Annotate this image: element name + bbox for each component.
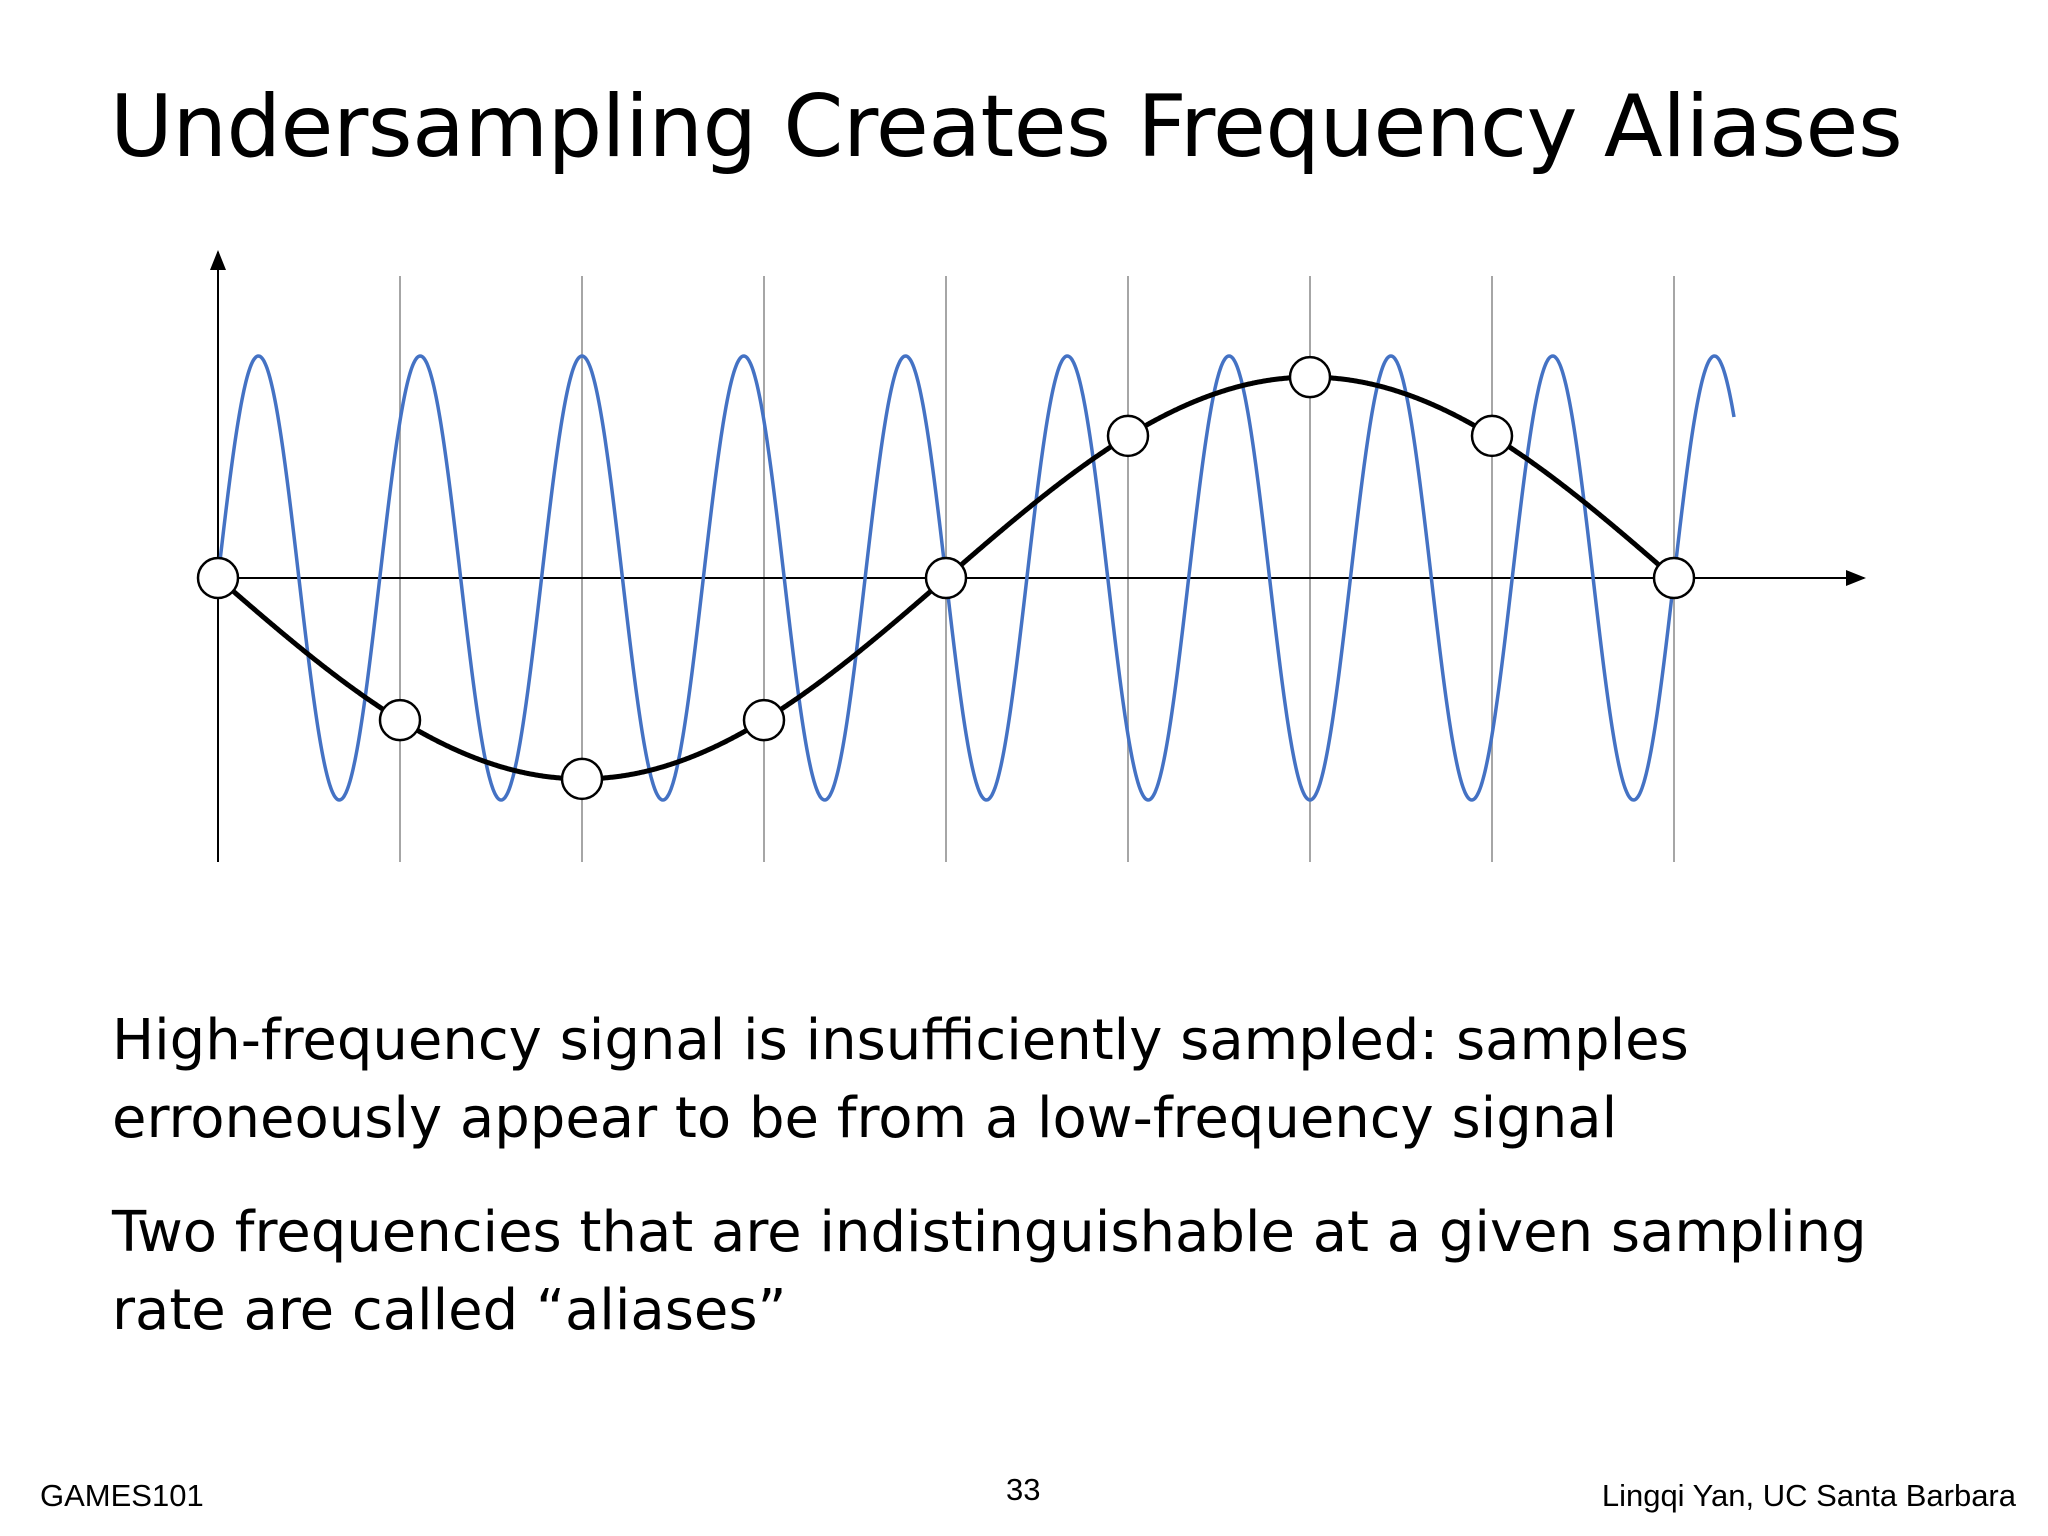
- sample-point: [742, 698, 786, 742]
- footer-author: Lingqi Yan, UC Santa Barbara: [1601, 1478, 2016, 1513]
- sample-point: [1470, 414, 1514, 458]
- bullet-aliases-definition: Two frequencies that are indistinguishab…: [112, 1200, 1867, 1343]
- sample-point: [560, 757, 604, 801]
- high-frequency-signal: [216, 354, 1736, 802]
- sample-lines: [399, 276, 1675, 862]
- sample-point: [378, 698, 422, 742]
- aliasing-diagram: [196, 250, 1866, 862]
- sample-point: [924, 556, 968, 600]
- bullet-list: High-frequency signal is insufficiently …: [112, 1002, 1992, 1386]
- sample-point: [1288, 355, 1332, 399]
- footer-course: GAMES101: [40, 1478, 204, 1513]
- sample-point: [1652, 556, 1696, 600]
- sample-point: [1106, 414, 1150, 458]
- slide-title: Undersampling Creates Frequency Aliases: [110, 77, 1903, 177]
- footer-page-number: 33: [1006, 1472, 1041, 1507]
- bullet-undersampling: High-frequency signal is insufficiently …: [112, 1008, 1689, 1151]
- sample-point: [196, 556, 240, 600]
- sample-points: [196, 355, 1696, 801]
